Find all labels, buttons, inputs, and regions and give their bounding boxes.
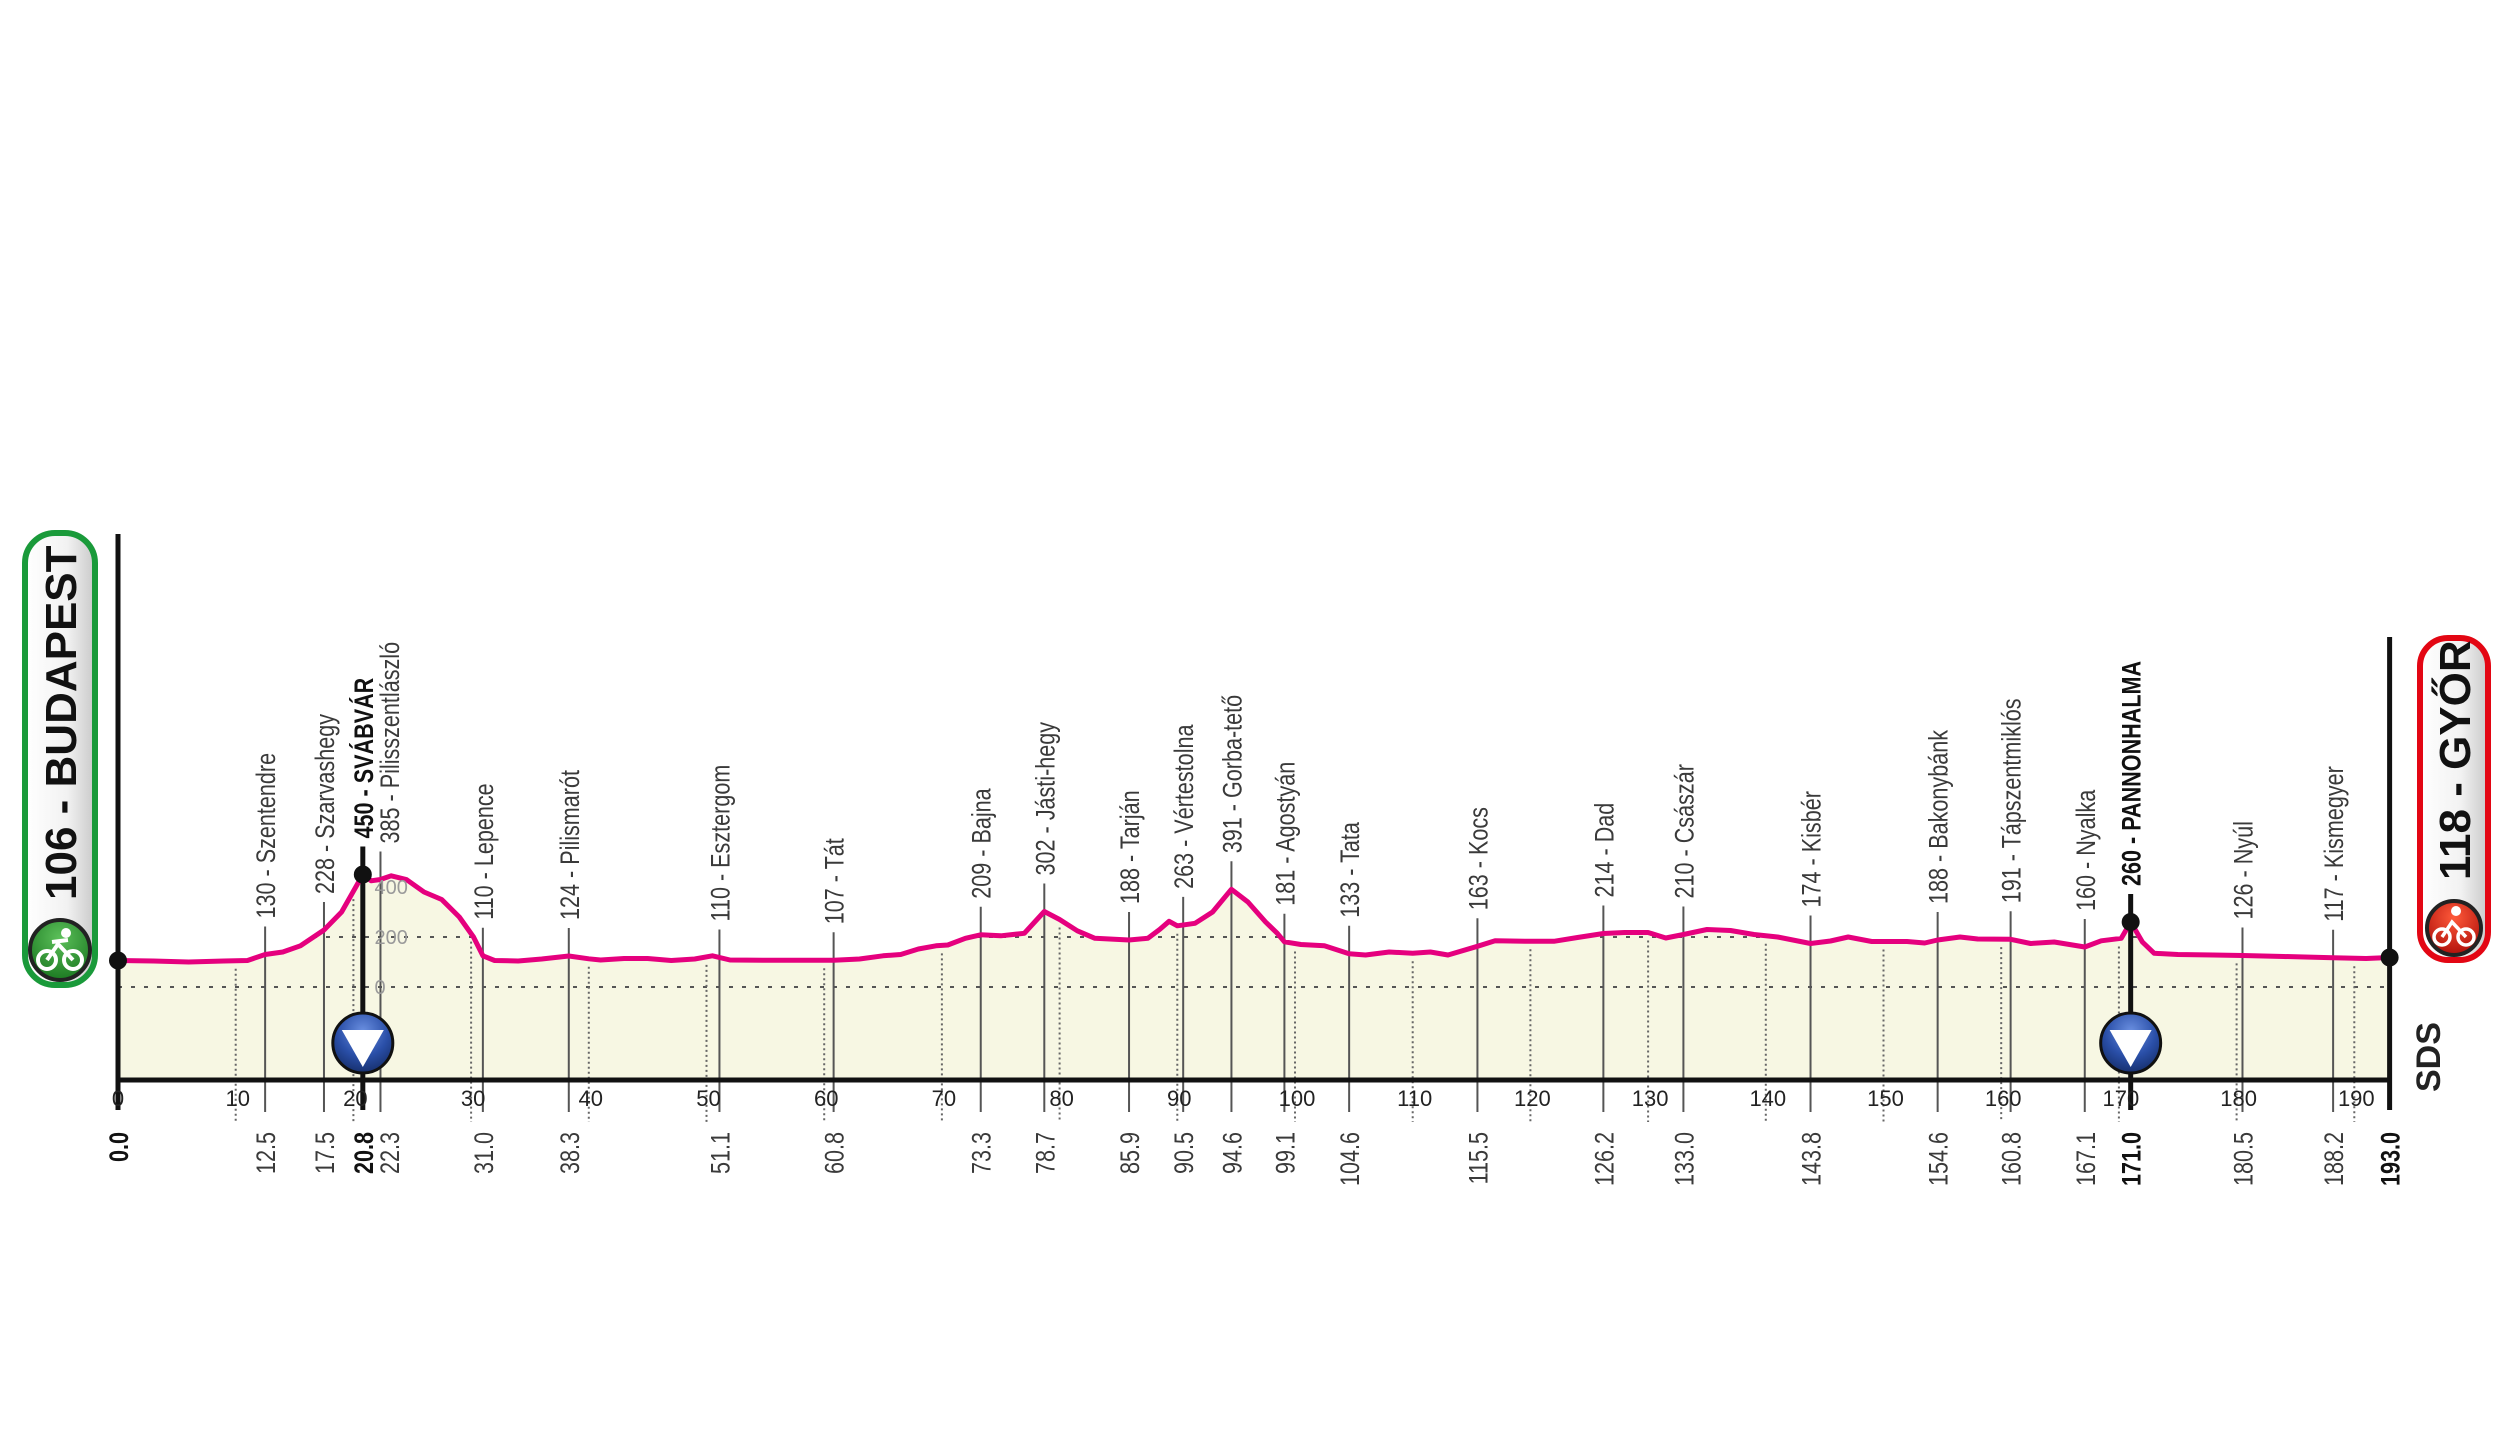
finish-label: 118 - GYŐR — [2430, 640, 2480, 880]
km-value-label: 180.5 — [2229, 1132, 2259, 1186]
point-label: 174 - Kisbér — [1797, 791, 1827, 907]
point-label: 191 - Tápszentmiklós — [1997, 698, 2027, 903]
km-tick-label: 80 — [1049, 1086, 1073, 1111]
km-value-label: 167.1 — [2072, 1132, 2102, 1186]
profile-line-group — [117, 872, 2390, 965]
point-label: 188 - Tarján — [1116, 790, 1146, 904]
sds-logo: SDS — [2410, 1022, 2448, 1092]
km-value-label: 171.0 — [2117, 1132, 2147, 1186]
elevation-tick-label: 200 — [374, 927, 407, 949]
km-value-label: 17.5 — [311, 1132, 341, 1174]
km-value-label: 188.2 — [2320, 1132, 2350, 1186]
km-tick-label: 150 — [1867, 1086, 1904, 1111]
point-label: 450 - SVÁBVÁR — [349, 677, 380, 838]
point-label: 126 - Nyúl — [2229, 821, 2259, 919]
point-label: 124 - Pilismarót — [556, 770, 586, 920]
kom-triangle-icon — [2109, 1030, 2152, 1067]
km-value-label: 154.6 — [1924, 1132, 1954, 1186]
point-label: 107 - Tát — [820, 838, 850, 924]
km-tick-label: 20 — [343, 1086, 367, 1111]
km-tick-label: 30 — [461, 1086, 485, 1111]
km-tick-label: 40 — [579, 1086, 603, 1111]
point-label: 228 - Szarvashegy — [311, 713, 341, 894]
elevation-tick-label: 0 — [374, 977, 385, 999]
km-value-label: 160.8 — [1997, 1132, 2027, 1186]
point-label: 133 - Tata — [1336, 822, 1366, 918]
km-value-label: 78.7 — [1031, 1132, 1061, 1174]
km-value-label: 94.6 — [1218, 1132, 1248, 1174]
km-value-label: 126.2 — [1590, 1132, 1620, 1186]
labels: 130 - Szentendre 12.5 228 - Szarvashegy 17.… — [105, 642, 2406, 1186]
km-tick-label: 190 — [2338, 1086, 2375, 1111]
axes: 0 10 20 30 40 50 60 70 80 90 100 110 120 130 140 150 160… — [109, 534, 2399, 1111]
km-value-label: 20.8 — [350, 1132, 380, 1174]
km-tick-label: 100 — [1279, 1086, 1316, 1111]
point-label: 160 - Nyalka — [2072, 789, 2102, 911]
km-value-label: 104.6 — [1336, 1132, 1366, 1186]
point-label: 110 - Esztergom — [706, 765, 736, 922]
km-tick-label: 120 — [1514, 1086, 1551, 1111]
km-value-label: 73.3 — [968, 1132, 998, 1174]
profile-fill — [118, 874, 2390, 1080]
km-tick-label: 180 — [2220, 1086, 2257, 1111]
km-tick-label: 130 — [1632, 1086, 1669, 1111]
point-label: 214 - Dad — [1590, 803, 1620, 898]
point-label: 163 - Kocs — [1464, 807, 1494, 910]
km-value-label: 99.1 — [1271, 1132, 1301, 1174]
km-tick-label: 50 — [696, 1086, 720, 1111]
profile-line — [117, 872, 2390, 965]
finish-badge: 118 - GYŐR — [2417, 635, 2491, 963]
point-label: 385 - Pilisszentlászló — [376, 642, 406, 844]
finish-bike-icon — [2425, 899, 2483, 957]
point-label: 181 - Agostyán — [1271, 762, 1301, 906]
km-value-label: 38.3 — [556, 1132, 586, 1174]
point-label: 188 - Bakonybánk — [1924, 729, 1954, 904]
start-dot — [109, 951, 127, 970]
km-tick-label: 10 — [225, 1086, 249, 1111]
km-tick-label: 0 — [112, 1086, 124, 1111]
point-label: 263 - Vértestolna — [1170, 724, 1200, 889]
km-tick-label: 170 — [2103, 1086, 2140, 1111]
km-value-label: 60.8 — [820, 1132, 850, 1174]
km-tick-label: 70 — [932, 1086, 956, 1111]
km-value-label: 22.3 — [376, 1132, 406, 1174]
finish-km-label: 193.0 — [2376, 1132, 2406, 1186]
km-tick-label: 160 — [1985, 1086, 2022, 1111]
start-badge: 106 - BUDAPEST — [22, 530, 98, 988]
finish-dot — [2380, 948, 2399, 967]
kom-summit-dot — [2121, 913, 2140, 931]
start-label: 106 - BUDAPEST — [37, 545, 86, 900]
km-tick-label: 140 — [1749, 1086, 1786, 1111]
km-value-label: 12.5 — [252, 1132, 282, 1174]
elevation-tick-label: 400 — [374, 877, 407, 899]
start-km-label: 0.0 — [105, 1132, 135, 1162]
km-value-label: 133.0 — [1670, 1132, 1700, 1186]
point-label: 391 - Gorba-tető — [1218, 695, 1248, 853]
km-value-label: 31.0 — [470, 1132, 500, 1174]
km-value-label: 143.8 — [1797, 1132, 1827, 1186]
km-value-label: 115.5 — [1464, 1132, 1494, 1184]
km-value-label: 51.1 — [706, 1132, 736, 1174]
kom-summit-dot — [353, 865, 372, 884]
point-label: 130 - Szentendre — [252, 753, 282, 919]
km-tick-label: 90 — [1167, 1086, 1191, 1111]
point-label: 210 - Császár — [1670, 764, 1700, 898]
point-label: 117 - Kismegyer — [2320, 766, 2350, 922]
start-bike-icon — [28, 918, 92, 982]
km-tick-label: 110 — [1397, 1086, 1432, 1111]
point-label: 209 - Bajna — [968, 788, 998, 899]
profile-area — [118, 874, 2390, 1080]
km-value-label: 85.9 — [1116, 1132, 1146, 1174]
point-label: 302 - Jásti-hegy — [1031, 721, 1061, 875]
km-tick-label: 60 — [814, 1086, 838, 1111]
point-label: 110 - Lepence — [470, 783, 500, 919]
km-value-label: 90.5 — [1170, 1132, 1200, 1174]
kom-triangle-icon — [341, 1030, 384, 1067]
point-label: 260 - PANNONHALMA — [2117, 661, 2147, 886]
